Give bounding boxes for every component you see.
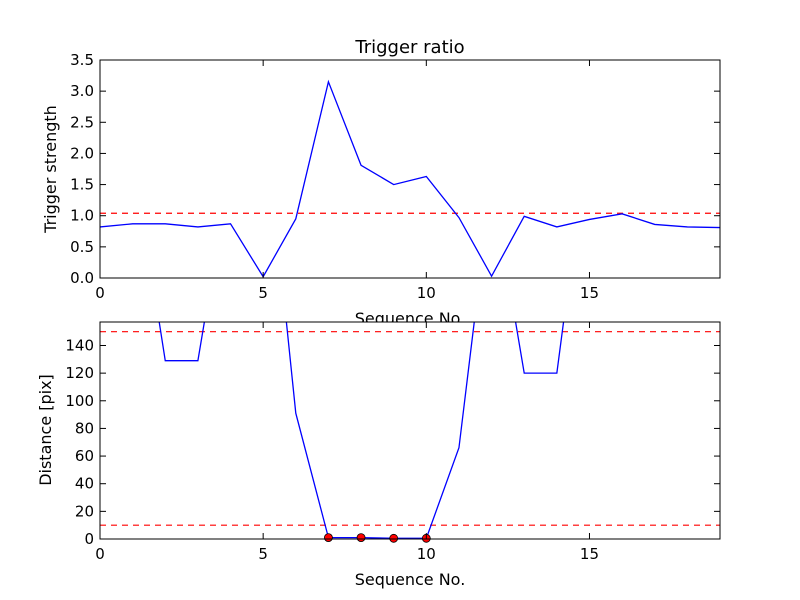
y-tick-label: 2.5 xyxy=(70,113,94,131)
x-tick-label: 0 xyxy=(95,545,105,563)
y-tick-label: 100 xyxy=(65,392,94,410)
series-line xyxy=(158,322,565,539)
y-tick-label: 0 xyxy=(84,530,94,548)
y-tick-label: 20 xyxy=(75,502,94,520)
y-tick-label: 60 xyxy=(75,447,94,465)
y-tick-label: 3.5 xyxy=(70,51,94,69)
y-tick-label: 0.5 xyxy=(70,238,94,256)
x-axis-label: Sequence No. xyxy=(355,570,466,589)
y-tick-label: 1.0 xyxy=(70,207,94,225)
plot-frame xyxy=(99,321,721,540)
x-tick-label: 0 xyxy=(95,284,105,302)
x-tick-label: 15 xyxy=(580,284,599,302)
y-axis-label: Distance [pix] xyxy=(36,374,55,486)
x-tick-label: 5 xyxy=(258,545,268,563)
y-axis-label: Trigger strength xyxy=(41,105,60,234)
data-point-marker xyxy=(356,533,366,543)
plot-area xyxy=(100,60,720,278)
y-tick-label: 140 xyxy=(65,336,94,354)
y-tick-label: 3.0 xyxy=(70,82,94,100)
data-point-marker xyxy=(389,533,399,543)
plot-frame xyxy=(99,59,721,279)
chart-title: Trigger ratio xyxy=(354,37,464,58)
x-tick-label: 5 xyxy=(258,284,268,302)
plot-area xyxy=(100,322,720,539)
y-tick-label: 40 xyxy=(75,475,94,493)
trigger-ratio-chart: 0 5 10 15 0.0 0.5 1.0 1.5 2.0 2.5 3.0 3.5 Trigger r… xyxy=(41,37,721,328)
x-tick-label: 15 xyxy=(580,545,599,563)
y-tick-label: 2.0 xyxy=(70,144,94,162)
distance-chart: 0 5 10 15 0 20 40 60 80 100 120 140 Sequence No. Di… xyxy=(36,321,721,589)
y-tick-label: 0.0 xyxy=(70,269,94,287)
x-tick-label: 10 xyxy=(417,284,436,302)
y-tick-label: 1.5 xyxy=(70,176,94,194)
x-tick-label: 10 xyxy=(417,545,436,563)
series-line xyxy=(100,79,720,278)
data-point-marker xyxy=(324,533,333,543)
y-tick-label: 120 xyxy=(65,364,94,382)
y-tick-label: 80 xyxy=(75,419,94,437)
